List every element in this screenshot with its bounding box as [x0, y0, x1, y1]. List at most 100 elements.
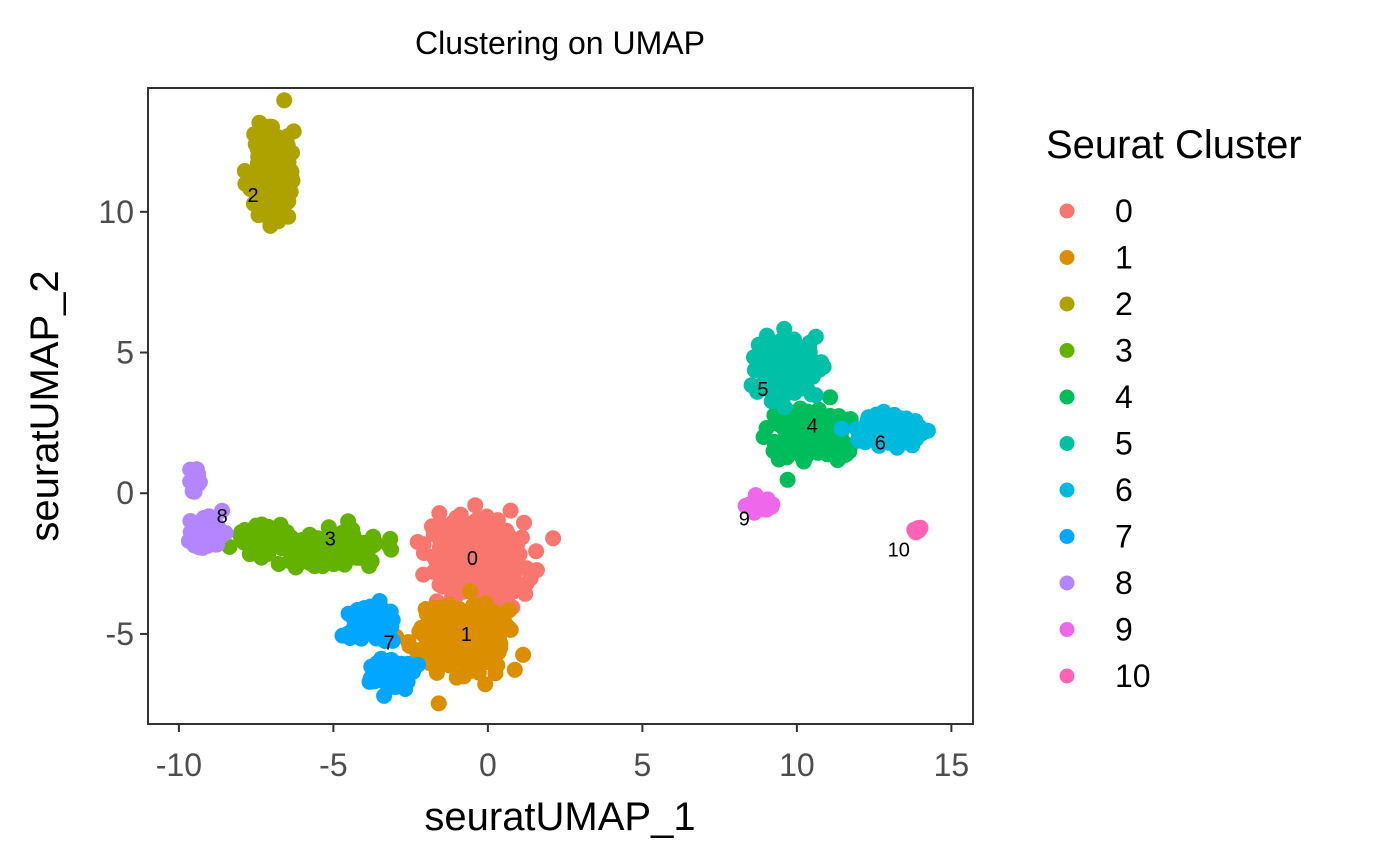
cluster-5-point	[807, 387, 824, 404]
cluster-1-point	[455, 668, 472, 685]
cluster-6-point	[833, 420, 850, 437]
cluster-0-label: 0	[467, 548, 478, 570]
legend-label-0: 0	[1115, 193, 1133, 229]
cluster-0-point	[496, 546, 513, 563]
legend-key-0	[1059, 203, 1075, 219]
cluster-0-point	[467, 553, 484, 570]
legend-key-10	[1059, 668, 1075, 684]
cluster-0-point	[428, 552, 444, 569]
cluster-5-point	[760, 348, 777, 365]
points-layer	[180, 92, 936, 712]
cluster-7-point	[374, 663, 391, 680]
legend-key-9	[1059, 622, 1075, 637]
legend-label-6: 6	[1115, 472, 1133, 508]
chart-title: Clustering on UMAP	[415, 25, 705, 61]
legend-key-2	[1059, 296, 1075, 312]
cluster-4-point	[818, 438, 835, 455]
cluster-7-point	[391, 671, 408, 688]
cluster-3-point	[382, 530, 399, 547]
cluster-0-point	[528, 543, 545, 560]
y-tick-label: 10	[98, 194, 134, 230]
cluster-10-point	[907, 524, 924, 541]
cluster-5-point	[760, 381, 777, 398]
cluster-0-point	[445, 538, 462, 554]
cluster-3-point	[221, 538, 238, 555]
cluster-2-point	[260, 143, 277, 160]
legend-label-1: 1	[1115, 240, 1133, 276]
x-axis-title: seuratUMAP_1	[424, 795, 695, 839]
cluster-9-point	[744, 495, 761, 512]
cluster-0-point	[409, 534, 426, 550]
cluster-6-point	[871, 409, 888, 426]
cluster-0-point	[415, 566, 432, 583]
cluster-4-point	[770, 451, 787, 468]
cluster-6-point	[886, 429, 903, 446]
cluster-2-point	[244, 178, 260, 195]
y-axis: -5 0 5 10	[98, 194, 148, 652]
legend-label-3: 3	[1115, 333, 1133, 369]
cluster-1-point	[477, 595, 494, 612]
cluster-1-point	[487, 665, 504, 682]
cluster-4-point	[806, 422, 823, 439]
cluster-9-label: 9	[739, 509, 750, 531]
y-tick-label: 5	[116, 335, 134, 371]
cluster-5-point	[770, 366, 787, 383]
cluster-10-label: 10	[888, 540, 910, 562]
x-tick-label: 0	[479, 747, 497, 783]
x-tick-label: 10	[779, 747, 815, 783]
cluster-3-label: 3	[325, 528, 336, 550]
cluster-0-point	[449, 521, 466, 538]
cluster-3-point	[302, 527, 319, 544]
cluster-1-point	[515, 646, 532, 663]
cluster-5-label: 5	[757, 379, 768, 401]
cluster-0-point	[545, 530, 562, 547]
cluster-labels-layer: 0 1 2 3 4 5 6 7 8 9 10	[217, 185, 910, 655]
x-tick-label: 5	[633, 747, 651, 783]
cluster-4-point	[773, 418, 790, 435]
cluster-2-point	[280, 154, 297, 171]
cluster-4-point	[822, 389, 839, 406]
cluster-0-point	[528, 562, 545, 579]
cluster-4-point	[755, 429, 772, 445]
cluster-4-point	[779, 471, 796, 488]
y-axis-title: seuratUMAP_2	[23, 270, 67, 541]
cluster-1-point	[462, 583, 479, 600]
cluster-5-point	[746, 362, 763, 379]
cluster-0-point	[431, 505, 448, 522]
cluster-8-point	[186, 537, 203, 554]
cluster-1-point	[401, 637, 418, 654]
cluster-3-point	[249, 534, 266, 551]
cluster-1-point	[447, 651, 464, 668]
y-tick-label: -5	[106, 616, 134, 652]
legend-label-5: 5	[1115, 426, 1133, 462]
x-axis: -10 -5 0 5 10 15	[156, 724, 969, 783]
cluster-6-point	[919, 422, 936, 439]
cluster-2-label: 2	[248, 185, 259, 207]
cluster-4-point	[819, 425, 836, 442]
cluster-2-point	[250, 207, 267, 224]
cluster-1-point	[430, 695, 447, 712]
cluster-3-point	[365, 528, 382, 545]
cluster-0-point	[449, 567, 466, 584]
legend-key-1	[1059, 250, 1075, 265]
cluster-3-point	[340, 537, 356, 554]
cluster-8-point	[186, 474, 203, 490]
cluster-3-point	[233, 524, 250, 541]
cluster-5-point	[750, 336, 767, 353]
cluster-2-point	[280, 208, 297, 225]
cluster-4-label: 4	[807, 416, 818, 438]
plot-panel-border	[147, 87, 974, 725]
cluster-2-point	[285, 123, 302, 140]
cluster-7-point	[384, 632, 401, 649]
cluster-0-point	[511, 546, 528, 563]
legend-label-7: 7	[1115, 519, 1133, 555]
cluster-5-point	[776, 320, 793, 337]
cluster-1-point	[502, 621, 519, 638]
legend-key-4	[1059, 389, 1075, 405]
cluster-0-point	[502, 502, 519, 519]
cluster-5-point	[786, 331, 802, 348]
cluster-6-point	[850, 431, 867, 448]
cluster-8-point	[191, 524, 208, 541]
cluster-1-point	[428, 664, 445, 681]
